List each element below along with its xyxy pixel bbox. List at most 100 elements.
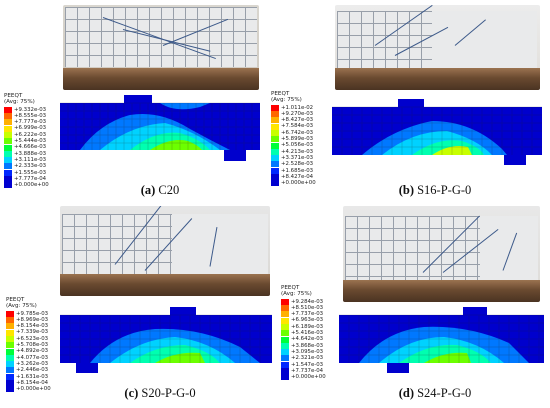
legend-value: +5.708e-03 <box>16 342 49 349</box>
legend-value: +8.427e-04 <box>281 173 314 180</box>
legend-swatch <box>6 373 14 380</box>
legend-entry: +8.510e-03 <box>281 304 326 312</box>
beam-photo <box>343 206 540 302</box>
legend-value: +1.685e-03 <box>281 167 314 174</box>
legend-value: +9.332e-03 <box>14 106 47 113</box>
legend-entry: +2.333e-03 <box>4 163 49 170</box>
panel-c: PEEQT (Avg: 75%) +9.785e-03 +8.969e-03 +8.1… <box>0 204 275 408</box>
legend-entry: +4.666e-03 <box>4 144 49 151</box>
legend-entry: +0.000e+00 <box>4 182 49 189</box>
legend-value: +3.888e-03 <box>14 150 47 157</box>
legend-value: +8.969e-03 <box>16 316 49 323</box>
legend-entry: +4.892e-03 <box>6 348 51 355</box>
caption-c: (c) S20-P-G-0 <box>124 386 196 400</box>
legend-entry: +3.262e-03 <box>6 360 51 368</box>
legend-swatch <box>271 142 279 149</box>
legend-swatch <box>4 113 12 120</box>
legend-swatch <box>271 104 279 111</box>
legend-entry: +5.444e-03 <box>4 138 49 145</box>
legend-value: +0.000e+00 <box>281 180 316 187</box>
legend-swatch <box>4 119 12 126</box>
legend-entry: +8.427e-04 <box>271 174 316 180</box>
legend-value: +6.523e-03 <box>16 335 49 342</box>
legend-swatch <box>6 310 14 317</box>
legend-entry: +6.963e-03 <box>281 317 326 324</box>
beam-photo <box>63 5 259 90</box>
legend-entry: +1.011e-02 <box>271 105 316 111</box>
legend-value: +1.011e-02 <box>281 104 314 111</box>
legend-swatch <box>281 361 289 368</box>
legend-entry: +2.446e-03 <box>6 367 51 374</box>
legend-entry: +8.154e-04 <box>6 380 51 386</box>
legend-b: PEEQT (Avg: 75%) +1.011e-02 +9.270e-03 +8.4… <box>271 91 316 187</box>
legend-swatch <box>4 138 12 145</box>
legend-swatch <box>281 317 289 324</box>
legend-entry: +3.888e-03 <box>4 151 49 157</box>
legend-entry: +8.427e-03 <box>271 117 316 124</box>
legend-swatch <box>271 148 279 155</box>
legend-value: +6.999e-03 <box>14 125 47 132</box>
legend-swatch <box>6 367 14 374</box>
legend-entry: +6.742e-03 <box>271 130 316 136</box>
legend-value: +5.899e-03 <box>281 136 314 143</box>
legend-entry: +5.056e-03 <box>271 142 316 149</box>
legend-entry: +2.528e-03 <box>271 161 316 168</box>
legend-swatch <box>271 167 279 174</box>
legend-swatch <box>271 174 279 180</box>
legend-entry: +3.371e-03 <box>271 155 316 162</box>
legend-swatch <box>4 150 12 157</box>
fem-contour-a <box>60 95 260 161</box>
legend-entry: +3.111e-03 <box>4 157 49 164</box>
legend-entry: +9.332e-03 <box>4 107 49 113</box>
legend-scale: +9.332e-03 +8.555e-03 +7.777e-03 +6.999e-03… <box>4 107 49 189</box>
legend-entry: +4.077e-03 <box>6 355 51 361</box>
legend-value: +8.510e-03 <box>291 304 324 311</box>
legend-entry: +7.584e-03 <box>271 123 316 130</box>
legend-entry: +5.416e-03 <box>281 330 326 337</box>
legend-entry: +1.547e-03 <box>281 362 326 368</box>
legend-value: +8.154e-04 <box>16 379 49 386</box>
legend-value: +3.868e-03 <box>291 342 324 349</box>
legend-swatch <box>6 323 14 330</box>
legend-swatch <box>281 349 289 356</box>
legend-value: +1.631e-03 <box>16 373 49 380</box>
legend-value: +6.222e-03 <box>14 131 47 138</box>
legend-swatch <box>6 380 14 386</box>
legend-value: +3.262e-03 <box>16 360 49 367</box>
legend-swatch <box>281 305 289 312</box>
beam-specimen <box>65 7 257 67</box>
legend-swatch <box>6 348 14 355</box>
legend-swatch <box>6 329 14 336</box>
legend-swatch <box>271 136 279 143</box>
legend-value: +9.284e-03 <box>291 298 324 305</box>
legend-entry: +3.868e-03 <box>281 343 326 349</box>
legend-entry: +5.708e-03 <box>6 342 51 349</box>
legend-entry: +7.737e-04 <box>281 368 326 374</box>
legend-value: +8.555e-03 <box>14 112 47 119</box>
legend-entry: +9.785e-03 <box>6 311 51 317</box>
legend-swatch <box>6 386 14 393</box>
beam-specimen <box>337 11 537 69</box>
legend-value: +7.339e-03 <box>16 329 49 336</box>
legend-entry: +3.095e-03 <box>281 349 326 356</box>
panel-b: PEEQT (Avg: 75%) +1.011e-02 +9.270e-03 +8.4… <box>271 0 550 204</box>
legend-value: +4.666e-03 <box>14 144 47 151</box>
legend-swatch <box>6 354 14 361</box>
legend-value: +4.213e-03 <box>281 148 314 155</box>
legend-entry: +2.321e-03 <box>281 355 326 362</box>
legend-entry: +7.737e-03 <box>281 311 326 318</box>
legend-value: +8.427e-03 <box>281 117 314 124</box>
legend-value: +8.154e-03 <box>16 323 49 330</box>
legend-swatch <box>4 131 12 138</box>
legend-swatch <box>4 182 12 189</box>
legend-entry: +4.213e-03 <box>271 149 316 155</box>
legend-c: PEEQT (Avg: 75%) +9.785e-03 +8.969e-03 +8.1… <box>6 297 51 393</box>
caption-a: (a) C20 <box>140 183 180 197</box>
panel-a: PEEQT (Avg: 75%) +9.332e-03 +8.555e-03 +7.7… <box>0 0 275 204</box>
legend-entry: +5.899e-03 <box>271 136 316 143</box>
legend-swatch <box>281 355 289 362</box>
legend-swatch <box>6 317 14 324</box>
legend-entry: +6.999e-03 <box>4 125 49 132</box>
legend-swatch <box>281 330 289 337</box>
legend-swatch <box>271 123 279 130</box>
